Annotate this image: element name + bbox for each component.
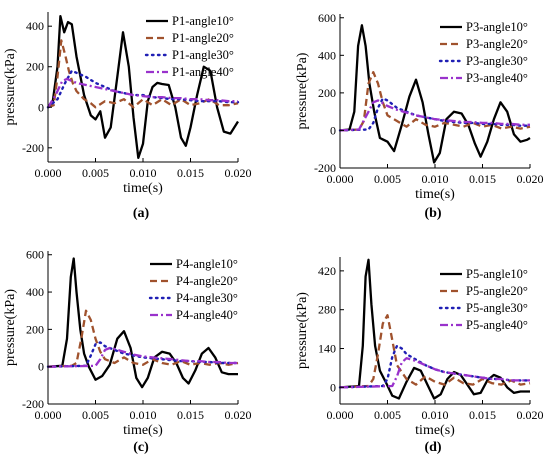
y-tick-label: 200 — [318, 86, 336, 100]
legend-label: P3-angle20° — [466, 37, 528, 51]
x-tick-label: 0.005 — [374, 172, 401, 186]
y-tick-label: 200 — [26, 322, 44, 336]
series-line — [339, 258, 530, 400]
series-line — [47, 309, 239, 368]
panel-label: (a) — [133, 206, 150, 221]
series-line — [47, 346, 238, 368]
x-tick-label: 0.015 — [469, 408, 496, 422]
x-tick-label: 0.015 — [177, 166, 204, 180]
x-tick-label: 0.010 — [130, 408, 157, 422]
y-axis-label: pressure(kPa) — [3, 48, 18, 125]
x-tick-label: 0.020 — [225, 166, 252, 180]
y-tick-label: 600 — [318, 11, 336, 25]
chart-panel: 0.000 0.005 0.010 0.015 0.020 0 140 280 420 time(… — [295, 257, 544, 455]
y-tick-label: 400 — [26, 285, 44, 299]
x-tick-label: 0.020 — [517, 172, 544, 186]
legend: P1-angle10° P1-angle20° P1-angle30° P1-angl… — [144, 14, 234, 79]
series-line — [339, 71, 531, 132]
legend-label: P3-angle10° — [466, 20, 528, 34]
x-tick-label: 0.005 — [82, 408, 109, 422]
legend-label: P1-angle30° — [172, 48, 234, 62]
x-tick-label: 0.020 — [517, 408, 544, 422]
legend-label: P5-angle40° — [466, 318, 528, 332]
panel-label: (d) — [424, 440, 441, 455]
y-tick-label: 420 — [318, 264, 336, 278]
x-tick-label: 0.010 — [422, 408, 449, 422]
legend-label: P5-angle30° — [466, 301, 528, 315]
legend: P4-angle10° P4-angle20° P4-angle30° P4-angl… — [148, 257, 238, 322]
x-tick-label: 0.015 — [177, 408, 204, 422]
y-tick-label: 140 — [318, 342, 336, 356]
y-axis-label: pressure(kPa) — [295, 292, 310, 369]
legend-label: P3-angle40° — [466, 71, 528, 85]
panel-label: (b) — [424, 206, 441, 221]
legend-label: P5-angle20° — [466, 284, 528, 298]
x-axis-label: time(s) — [415, 423, 455, 438]
x-tick-label: 0.000 — [35, 166, 62, 180]
panel-label: (c) — [133, 440, 149, 455]
chart-panel: 0.000 0.005 0.010 0.015 0.020 -200 0 200 400 600 t… — [3, 248, 252, 455]
y-tick-label: 200 — [26, 60, 44, 74]
y-tick-label: 280 — [318, 303, 336, 317]
y-tick-label: 0 — [330, 123, 336, 137]
x-tick-label: 0.010 — [422, 172, 449, 186]
x-tick-label: 0.020 — [225, 408, 252, 422]
y-tick-label: -200 — [22, 141, 44, 155]
legend-label: P4-angle40° — [176, 308, 238, 322]
chart-panel: 0.000 0.005 0.010 0.015 0.020 -200 0 200 400 600 t… — [295, 11, 544, 221]
y-tick-label: 600 — [26, 248, 44, 262]
chart-panel: 0.000 0.005 0.010 0.015 0.020 -200 0 200 400 time… — [3, 12, 252, 221]
series-line — [47, 14, 239, 160]
y-tick-label: 400 — [26, 19, 44, 33]
x-tick-label: 0.000 — [327, 408, 354, 422]
y-axis-label: pressure(kPa) — [295, 52, 310, 129]
x-tick-label: 0.005 — [374, 408, 401, 422]
x-axis-label: time(s) — [415, 187, 455, 202]
y-tick-label: -200 — [314, 161, 336, 175]
legend-label: P4-angle10° — [176, 257, 238, 271]
y-tick-label: 400 — [318, 48, 336, 62]
x-tick-label: 0.015 — [469, 172, 496, 186]
series-line — [47, 77, 238, 108]
series-line — [46, 341, 240, 368]
x-axis-label: time(s) — [123, 181, 163, 196]
legend-label: P3-angle30° — [466, 54, 528, 68]
legend-label: P4-angle20° — [176, 274, 238, 288]
x-tick-label: 0.005 — [82, 166, 109, 180]
legend-label: P5-angle10° — [466, 267, 528, 281]
x-tick-label: 0.010 — [130, 166, 157, 180]
series-line — [339, 24, 531, 164]
y-axis-label: pressure(kPa) — [3, 289, 18, 366]
series-line — [47, 39, 239, 109]
legend: P3-angle10° P3-angle20° P3-angle30° P3-angl… — [438, 20, 528, 85]
series-line — [339, 357, 530, 389]
legend-label: P1-angle20° — [172, 31, 234, 45]
y-tick-label: -200 — [22, 397, 44, 411]
series-line — [339, 99, 530, 132]
series-line — [47, 257, 238, 389]
x-axis-label: time(s) — [123, 423, 163, 438]
y-tick-label: 0 — [330, 380, 336, 394]
legend-label: P1-angle40° — [172, 65, 234, 79]
y-tick-label: 0 — [38, 360, 44, 374]
legend-label: P4-angle30° — [176, 291, 238, 305]
legend: P5-angle10° P5-angle20° P5-angle30° P5-angl… — [438, 267, 528, 332]
x-tick-label: 0.000 — [35, 408, 62, 422]
x-tick-label: 0.000 — [327, 172, 354, 186]
legend-label: P1-angle10° — [172, 14, 234, 28]
y-tick-label: 0 — [38, 100, 44, 114]
series-line — [339, 314, 531, 389]
